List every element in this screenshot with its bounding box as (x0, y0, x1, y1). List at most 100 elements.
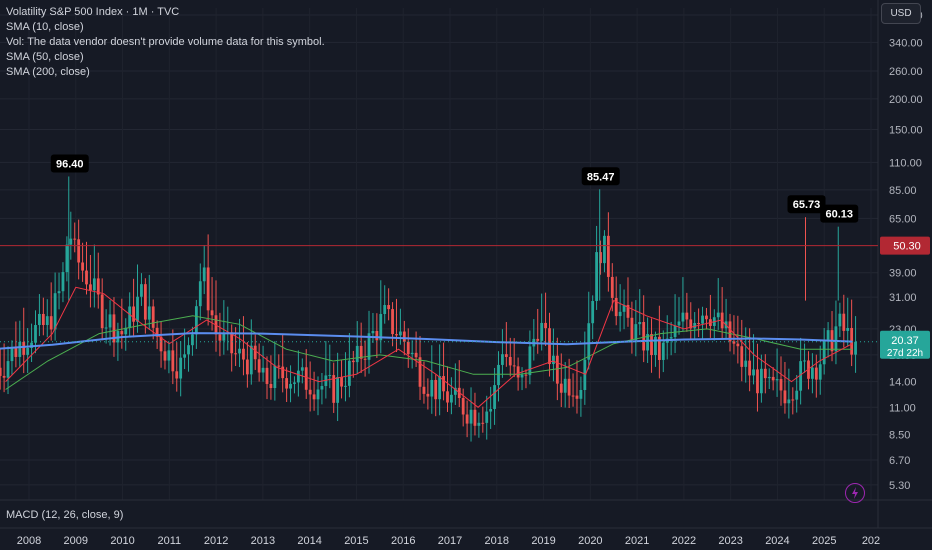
candle-body (501, 354, 504, 365)
peak-label: 60.13 (825, 209, 853, 221)
candle-body (289, 383, 292, 389)
candle-body (759, 368, 763, 394)
y-tick-label: 14.00 (889, 377, 917, 389)
sma50-label[interactable]: SMA (50, close) (6, 51, 84, 63)
candle-body (308, 389, 312, 395)
candle-body (45, 316, 49, 325)
lightning-icon[interactable] (845, 483, 865, 503)
candle-body (85, 270, 88, 285)
candle-body (748, 360, 752, 376)
candle-body (336, 377, 340, 403)
candle-body (155, 327, 159, 337)
candle-body (552, 355, 555, 365)
x-tick-label: 2011 (158, 535, 182, 547)
candle-body (442, 376, 445, 392)
candle-body (489, 408, 493, 412)
candle-body (234, 353, 238, 355)
candle-body (673, 325, 677, 338)
candle-body (344, 385, 347, 387)
candle-body (481, 422, 485, 424)
candle-body (112, 314, 116, 343)
candle-body (524, 374, 528, 376)
volume-note: Vol: The data vendor doesn't provide vol… (6, 36, 325, 48)
candle-body (379, 314, 383, 341)
candle-body (253, 345, 257, 360)
candle-body (128, 306, 132, 328)
sma10-label[interactable]: SMA (10, close) (6, 21, 84, 33)
candle-body (410, 352, 414, 355)
x-tick-label: 2022 (672, 535, 696, 547)
candle-body (77, 239, 81, 263)
y-tick-label: 5.30 (889, 480, 910, 492)
candle-body (41, 313, 45, 325)
candle-body (281, 366, 285, 379)
candle-body (49, 316, 53, 330)
candle-body (473, 409, 477, 426)
last-price-box (880, 330, 930, 359)
candle-body (402, 331, 406, 342)
candle-body (775, 379, 779, 381)
candle-body (96, 278, 100, 295)
candle-body (120, 331, 124, 335)
candle-body (277, 365, 281, 367)
x-tick-label: 2017 (438, 535, 462, 547)
peak-label-box (50, 154, 89, 173)
candle-body (167, 350, 171, 361)
candle-body (89, 284, 92, 291)
candle-body (657, 336, 661, 360)
candle-body (265, 367, 269, 384)
candle-body (434, 379, 438, 400)
candle-body (391, 309, 394, 335)
candle-body (296, 370, 300, 383)
x-tick-label: 2024 (765, 535, 789, 547)
y-tick-label: 200.00 (889, 94, 923, 106)
sma200-label[interactable]: SMA (200, close) (6, 66, 90, 78)
candle-body (563, 378, 567, 393)
countdown-label: 27d 22h (887, 348, 923, 359)
candle-body (814, 367, 818, 380)
x-tick-label: 2013 (251, 535, 275, 547)
candle-body (245, 359, 249, 375)
peak-label-box (820, 204, 859, 223)
candle-body (69, 238, 73, 245)
candle-body (395, 334, 398, 336)
candle-body (508, 356, 512, 366)
candle-body (716, 312, 720, 318)
candle-body (406, 341, 410, 355)
candle-body (163, 351, 167, 361)
currency-button[interactable]: USD (881, 3, 921, 24)
candle-body (646, 334, 650, 351)
candle-body (485, 411, 489, 423)
candle-body (818, 364, 822, 380)
candle-body (183, 354, 186, 358)
candle-body (0, 367, 2, 376)
candle-body (14, 348, 18, 357)
last-price-label: 20.37 (891, 335, 919, 347)
peak-label-box (787, 195, 826, 214)
candle-body (136, 296, 139, 322)
candle-body (132, 306, 135, 322)
candle-body (367, 333, 371, 360)
candle-body (143, 284, 147, 320)
candle-body (2, 375, 6, 378)
candle-body (92, 278, 96, 291)
y-tick-label: 6.70 (889, 455, 910, 467)
candle-body (179, 357, 183, 379)
candle-body (422, 386, 426, 394)
candle-body (477, 422, 481, 426)
x-tick-label: 2010 (110, 535, 134, 547)
symbol-title[interactable]: Volatility S&P 500 Index · 1M · TVC (6, 6, 180, 18)
macd-label[interactable]: MACD (12, 26, close, 9) (6, 509, 124, 521)
sma10-line (5, 286, 853, 408)
candle-body (312, 394, 316, 400)
candle-body (438, 376, 442, 400)
candle-body (461, 398, 465, 415)
y-tick-label: 39.00 (889, 268, 917, 280)
candle-body (340, 377, 343, 387)
candle-body (536, 338, 540, 341)
candle-body (783, 390, 787, 404)
x-tick-label: 202 (862, 535, 880, 547)
candle-body (430, 379, 434, 397)
candle-body (18, 341, 22, 357)
